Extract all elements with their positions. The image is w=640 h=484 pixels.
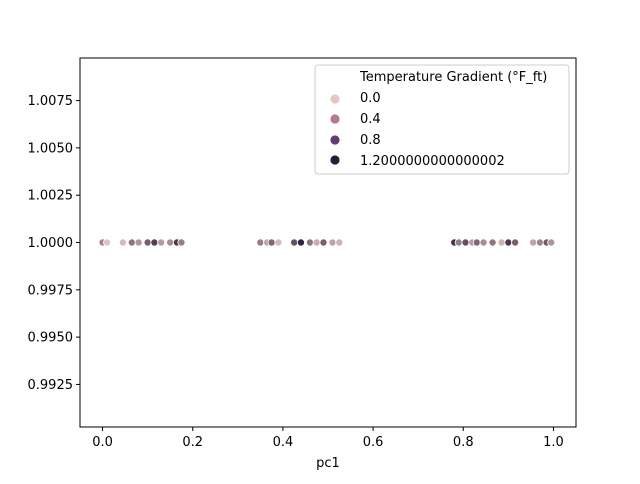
legend-label-2: 0.8 [360,133,381,148]
data-point [461,238,470,247]
x-tick-label: 0.8 [453,435,474,450]
legend-title: Temperature Gradient (°F_ft) [359,70,547,85]
data-point [529,238,538,247]
data-point [127,238,136,247]
data-point [488,238,497,247]
data-point [504,238,513,247]
x-tick-label: 0.2 [182,435,203,450]
data-point [547,238,556,247]
x-tick-label: 0.0 [92,435,113,450]
data-point [290,238,299,247]
data-point [511,238,520,247]
legend-marker-1 [329,113,341,125]
y-tick-label: 1.0025 [28,189,74,204]
y-tick-label: 0.9950 [28,331,74,346]
legend-label-3: 1.2000000000000002 [360,154,505,169]
data-point [454,238,463,247]
data-point [157,238,166,247]
legend-frame [314,64,570,175]
data-point [103,238,112,247]
y-tick-label: 0.9975 [28,283,74,298]
y-tick-label: 0.9925 [28,378,74,393]
data-point [143,238,152,247]
data-point [472,238,481,247]
x-tick-label: 0.4 [273,435,294,450]
points-layer [98,238,556,247]
legend-label-1: 0.4 [360,112,381,127]
legend-marker-3 [329,154,341,166]
data-point [118,238,127,247]
x-tick-label: 1.0 [543,435,564,450]
y-tick-label: 1.0075 [28,94,74,109]
data-point [274,238,283,247]
x-axis: 0.0 0.2 0.4 0.6 0.8 1.0 [92,427,564,450]
data-point [296,238,305,247]
data-point [134,238,143,247]
y-axis: 0.9925 0.9950 0.9975 1.0000 1.0025 1.0050 1.00… [28,94,80,393]
data-point [319,238,328,247]
data-point [150,238,159,247]
legend-marker-0 [329,93,341,105]
y-tick-label: 1.0050 [28,141,74,156]
x-tick-label: 0.6 [363,435,384,450]
data-point [305,238,314,247]
x-axis-label: pc1 [316,456,340,471]
data-point [267,238,276,247]
y-tick-label: 1.0000 [28,236,74,251]
data-point [328,238,337,247]
data-point [335,238,344,247]
data-point [166,238,175,247]
data-point [312,238,321,247]
data-point [535,238,544,247]
legend: Temperature Gradient (°F_ft) 0.0 0.4 0.8… [314,64,570,175]
legend-marker-2 [329,134,341,146]
data-point [256,238,265,247]
data-point [177,238,186,247]
data-point [497,238,506,247]
legend-label-0: 0.0 [360,91,381,106]
data-point [479,238,488,247]
